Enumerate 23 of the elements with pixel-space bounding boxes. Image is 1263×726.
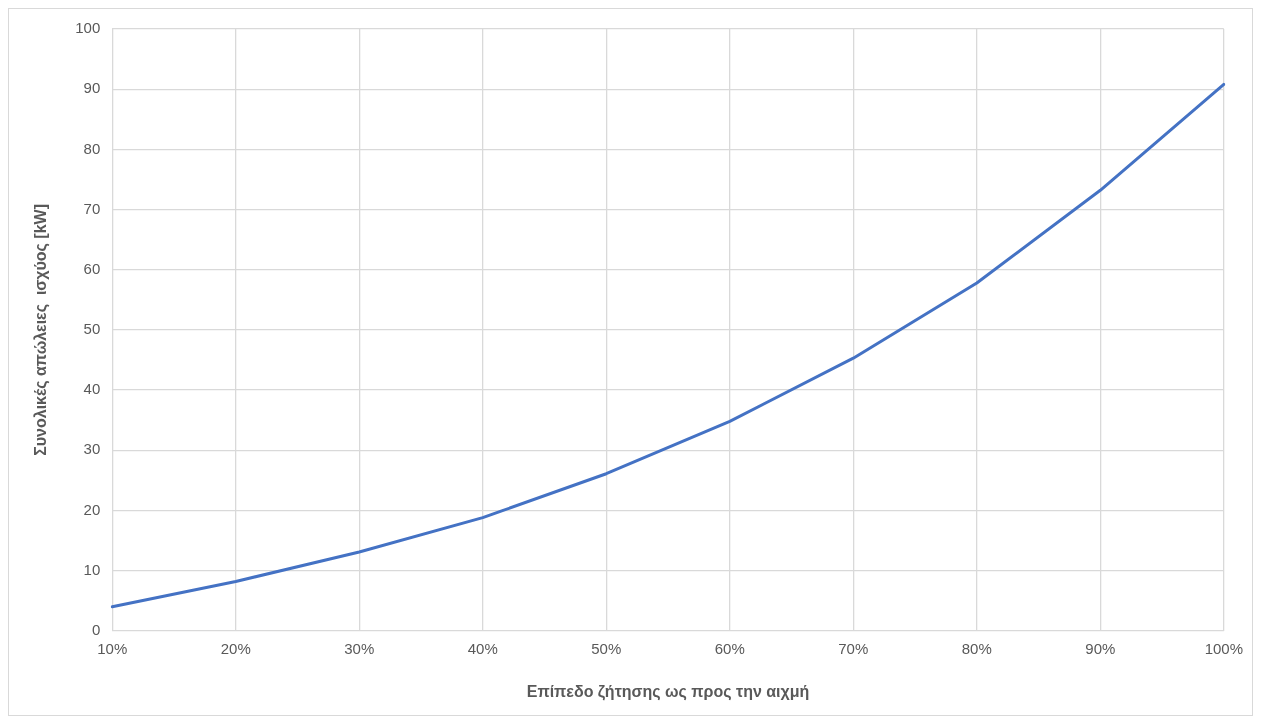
x-tick-label: 20% bbox=[220, 639, 251, 657]
x-tick-label: 40% bbox=[467, 639, 498, 657]
x-tick-label: 100% bbox=[1204, 639, 1244, 657]
x-tick-label: 70% bbox=[838, 639, 869, 657]
y-tick-label: 0 bbox=[91, 620, 101, 638]
y-tick-label: 90 bbox=[83, 79, 101, 97]
y-tick-label: 100 bbox=[75, 19, 101, 37]
y-tick-label: 40 bbox=[83, 380, 101, 398]
x-tick-label: 50% bbox=[591, 639, 622, 657]
y-tick-label: 10 bbox=[83, 560, 101, 578]
y-tick-label: 30 bbox=[83, 440, 101, 458]
y-tick-label: 50 bbox=[83, 320, 101, 338]
y-axis-title: Συνολικές απώλειες ισχύος [kW] bbox=[32, 203, 51, 456]
x-tick-label: 90% bbox=[1085, 639, 1116, 657]
x-tick-label: 80% bbox=[961, 639, 992, 657]
x-axis-title: Επίπεδο ζήτησης ως προς την αιχμή bbox=[526, 682, 810, 701]
y-tick-label: 80 bbox=[83, 139, 101, 157]
x-tick-label: 60% bbox=[714, 639, 745, 657]
y-tick-label: 70 bbox=[83, 199, 101, 217]
y-tick-label: 20 bbox=[83, 500, 101, 518]
x-tick-label: 30% bbox=[344, 639, 375, 657]
x-tick-label: 10% bbox=[97, 639, 128, 657]
y-tick-label: 60 bbox=[83, 259, 101, 277]
